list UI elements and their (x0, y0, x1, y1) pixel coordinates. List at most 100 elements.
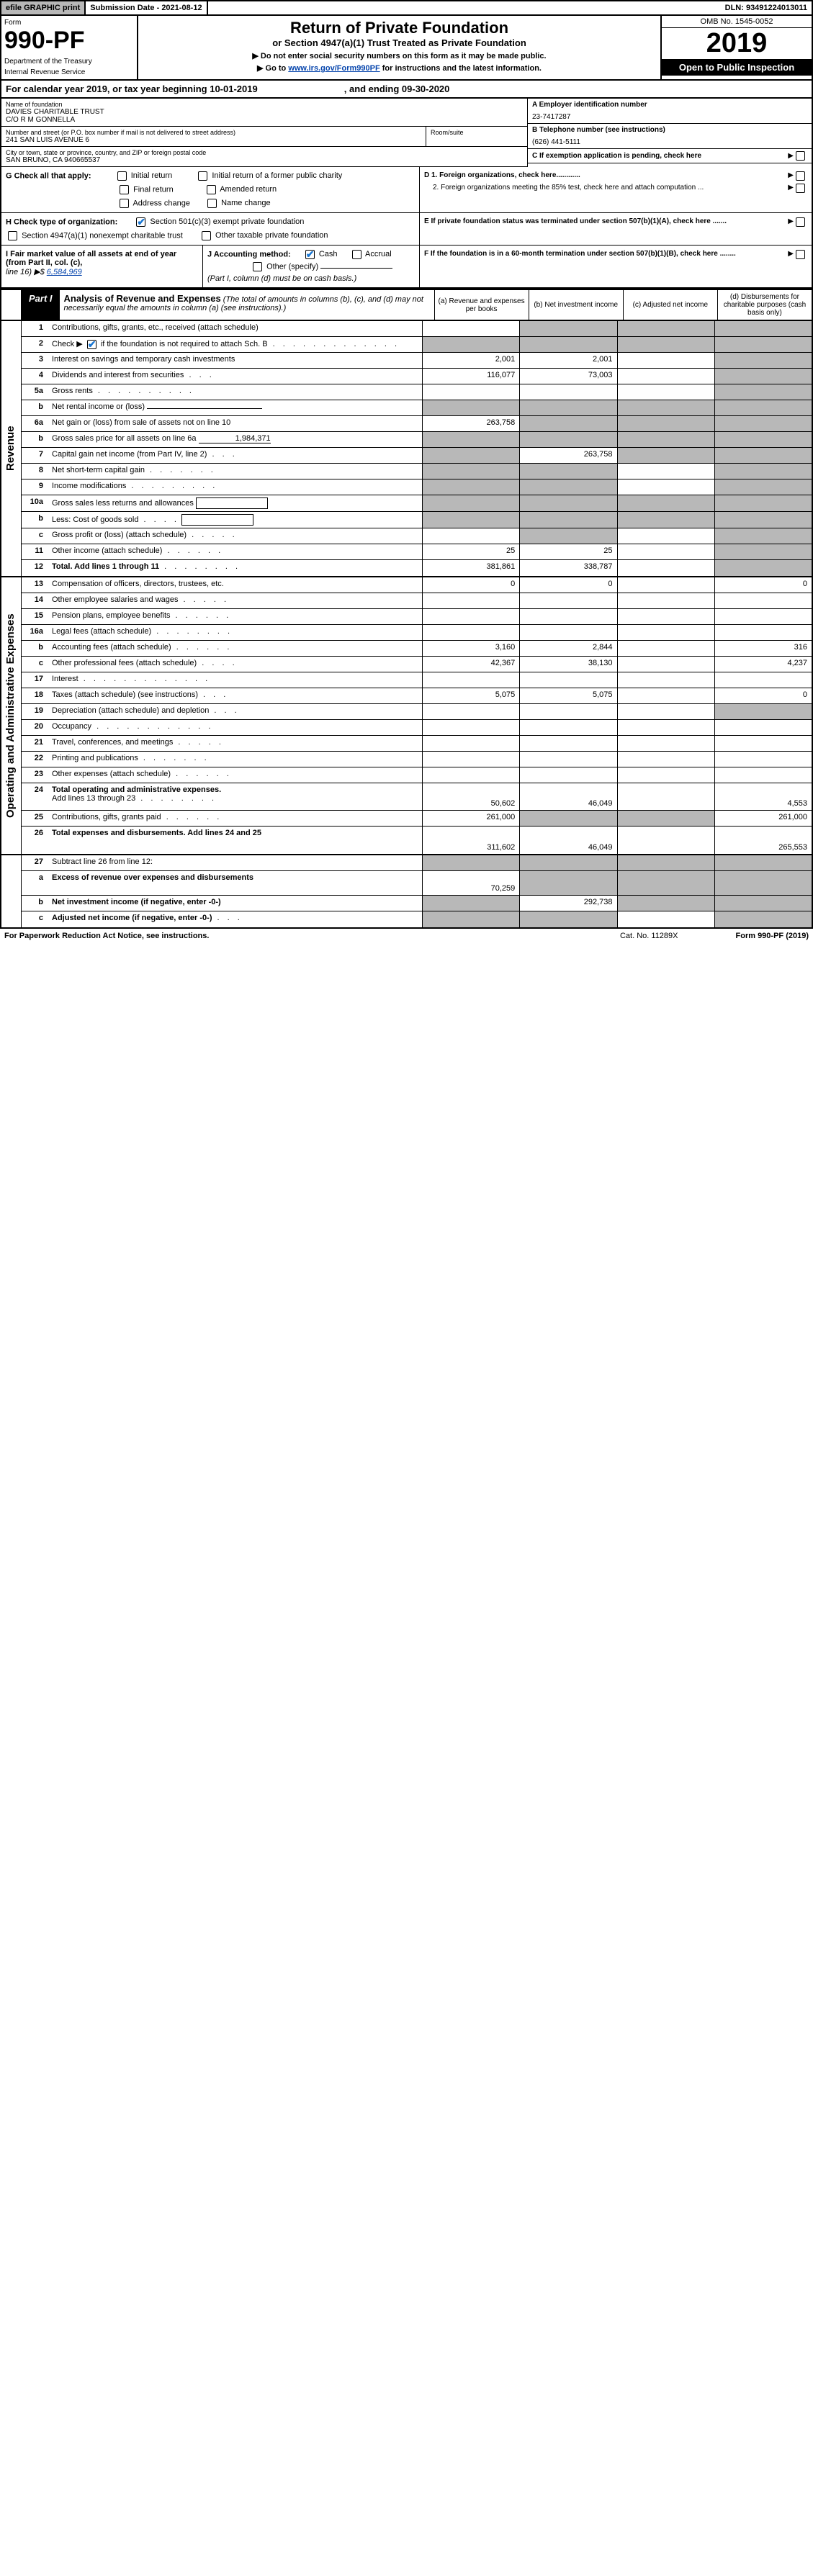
cat-no: Cat. No. 11289X (620, 932, 678, 940)
cb-f[interactable] (796, 250, 805, 259)
line-10a: Gross sales less returns and allowances (48, 495, 422, 511)
exemption-label: C If exemption application is pending, c… (532, 152, 701, 160)
j-label: J Accounting method: (207, 250, 291, 258)
e-label: E If private foundation status was termi… (424, 217, 727, 240)
irs-label: Internal Revenue Service (4, 68, 134, 76)
form-ref: Form 990-PF (2019) (736, 932, 809, 940)
line-12: Total. Add lines 1 through 11 . . . . . … (48, 560, 422, 576)
line-16a: Legal fees (attach schedule) . . . . . .… (48, 625, 422, 640)
part1-header: Part I Analysis of Revenue and Expenses … (0, 289, 813, 321)
cb-d2[interactable] (796, 184, 805, 193)
foundation-name: DAVIES CHARITABLE TRUST (6, 108, 523, 116)
col-d-header: (d) Disbursements for charitable purpose… (717, 290, 812, 320)
page-footer: For Paperwork Reduction Act Notice, see … (0, 929, 813, 943)
irs-link[interactable]: www.irs.gov/Form990PF (288, 64, 379, 73)
dept-treasury: Department of the Treasury (4, 58, 134, 66)
cb-501c3[interactable] (136, 217, 145, 227)
i-label1: I Fair market value of all assets at end… (6, 250, 176, 267)
cb-d1[interactable] (796, 171, 805, 181)
cb-other-taxable[interactable] (202, 231, 211, 240)
d1-label: D 1. Foreign organizations, check here..… (424, 171, 580, 181)
submission-date: Submission Date - 2021-08-12 (86, 1, 207, 14)
dln: DLN: 93491224013011 (721, 1, 812, 14)
entity-info: Name of foundation DAVIES CHARITABLE TRU… (0, 99, 813, 167)
col-c-header: (c) Adjusted net income (623, 290, 717, 320)
line-6b: Gross sales price for all assets on line… (48, 432, 422, 447)
tax-year: 2019 (662, 28, 812, 59)
expenses-side-label: Operating and Administrative Expenses (1, 577, 19, 854)
line-24: Total operating and administrative expen… (48, 783, 422, 810)
form-subtitle: or Section 4947(a)(1) Trust Treated as P… (141, 37, 657, 48)
d2-label: 2. Foreign organizations meeting the 85%… (424, 184, 704, 193)
line-16c: Other professional fees (attach schedule… (48, 657, 422, 672)
ssn-warning: ▶ Do not enter social security numbers o… (141, 51, 657, 60)
expenses-table: Operating and Administrative Expenses 13… (0, 577, 813, 855)
f-label: F If the foundation is in a 60-month ter… (424, 250, 736, 283)
line-5b: Net rental income or (loss) (48, 400, 422, 415)
cb-initial-return[interactable] (117, 171, 127, 181)
line-16b: Accounting fees (attach schedule) . . . … (48, 641, 422, 656)
line-20: Occupancy . . . . . . . . . . . . (48, 720, 422, 735)
line-22: Printing and publications . . . . . . . (48, 752, 422, 767)
tel-value: (626) 441-5111 (532, 138, 807, 146)
line-21: Travel, conferences, and meetings . . . … (48, 736, 422, 751)
cb-sch-b[interactable] (87, 340, 96, 349)
revenue-table: Revenue 1Contributions, gifts, grants, e… (0, 321, 813, 577)
goto-note: ▶ Go to www.irs.gov/Form990PF for instru… (141, 63, 657, 73)
line-27c: Adjusted net income (if negative, enter … (48, 911, 422, 927)
cb-cash[interactable] (305, 250, 315, 259)
line-10c: Gross profit or (loss) (attach schedule)… (48, 528, 422, 544)
section-g: G Check all that apply: Initial return I… (0, 167, 813, 213)
line-7: Capital gain net income (from Part IV, l… (48, 448, 422, 463)
name-label: Name of foundation (6, 101, 523, 108)
line-8: Net short-term capital gain . . . . . . … (48, 464, 422, 479)
line-1: Contributions, gifts, grants, etc., rece… (48, 321, 422, 336)
line-27b: Net investment income (if negative, ente… (48, 896, 422, 911)
section-ij: I Fair market value of all assets at end… (0, 246, 813, 289)
efile-label[interactable]: efile GRAPHIC print (1, 1, 86, 14)
cb-name-change[interactable] (207, 199, 217, 208)
col-b-header: (b) Net investment income (529, 290, 623, 320)
line-5a: Gross rents . . . . . . . . . . (48, 384, 422, 400)
addr-label: Number and street (or P.O. box number if… (6, 129, 421, 136)
cb-address-change[interactable] (120, 199, 129, 208)
calendar-year-row: For calendar year 2019, or tax year begi… (0, 81, 813, 99)
foundation-co: C/O R M GONNELLA (6, 116, 523, 124)
line-27: Subtract line 26 from line 12: (48, 855, 422, 870)
form-label: Form (4, 19, 134, 27)
cb-initial-former[interactable] (198, 171, 207, 181)
line-23: Other expenses (attach schedule) . . . .… (48, 767, 422, 783)
cb-final-return[interactable] (120, 185, 129, 194)
cb-other-method[interactable] (253, 262, 262, 271)
section-h: H Check type of organization: Section 50… (0, 213, 813, 246)
line-18: Taxes (attach schedule) (see instruction… (48, 688, 422, 703)
j-note: (Part I, column (d) must be on cash basi… (207, 274, 356, 283)
ein-label: A Employer identification number (532, 101, 807, 109)
omb-number: OMB No. 1545-0052 (662, 16, 812, 28)
paperwork-notice: For Paperwork Reduction Act Notice, see … (4, 932, 209, 940)
part1-label: Part I (22, 290, 60, 320)
line-6a: Net gain or (loss) from sale of assets n… (48, 416, 422, 431)
line-15: Pension plans, employee benefits . . . .… (48, 609, 422, 624)
top-bar: efile GRAPHIC print Submission Date - 20… (0, 0, 813, 16)
line-2: Check ▶ if the foundation is not require… (48, 337, 422, 352)
line-3: Interest on savings and temporary cash i… (48, 353, 422, 368)
form-header: Form 990-PF Department of the Treasury I… (0, 16, 813, 81)
fmv-value[interactable]: 6,584,969 (47, 268, 82, 276)
revenue-side-label: Revenue (1, 321, 19, 576)
line-9: Income modifications . . . . . . . . . (48, 479, 422, 495)
checkbox-c[interactable] (796, 151, 805, 161)
line-4: Dividends and interest from securities .… (48, 369, 422, 384)
cb-4947[interactable] (8, 231, 17, 240)
city-state-zip: SAN BRUNO, CA 940665537 (6, 156, 523, 164)
line-14: Other employee salaries and wages . . . … (48, 593, 422, 608)
summary-table: 27Subtract line 26 from line 12: aExcess… (0, 855, 813, 929)
cb-accrual[interactable] (352, 250, 361, 259)
cb-amended[interactable] (207, 185, 216, 194)
city-label: City or town, state or province, country… (6, 149, 523, 156)
cb-e[interactable] (796, 217, 805, 227)
form-number: 990-PF (4, 27, 134, 55)
line-27a: Excess of revenue over expenses and disb… (48, 871, 422, 895)
h-label: H Check type of organization: (6, 217, 117, 226)
room-label: Room/suite (431, 129, 464, 136)
